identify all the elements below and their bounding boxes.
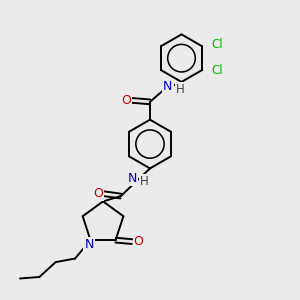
Text: Cl: Cl [212,64,224,77]
Text: O: O [121,94,131,107]
Text: N: N [163,80,172,93]
Text: O: O [93,187,103,200]
Text: N: N [128,172,137,185]
Text: N: N [84,238,94,251]
Text: H: H [140,175,149,188]
Text: H: H [176,83,185,96]
Text: O: O [134,235,143,248]
Text: Cl: Cl [211,38,223,51]
